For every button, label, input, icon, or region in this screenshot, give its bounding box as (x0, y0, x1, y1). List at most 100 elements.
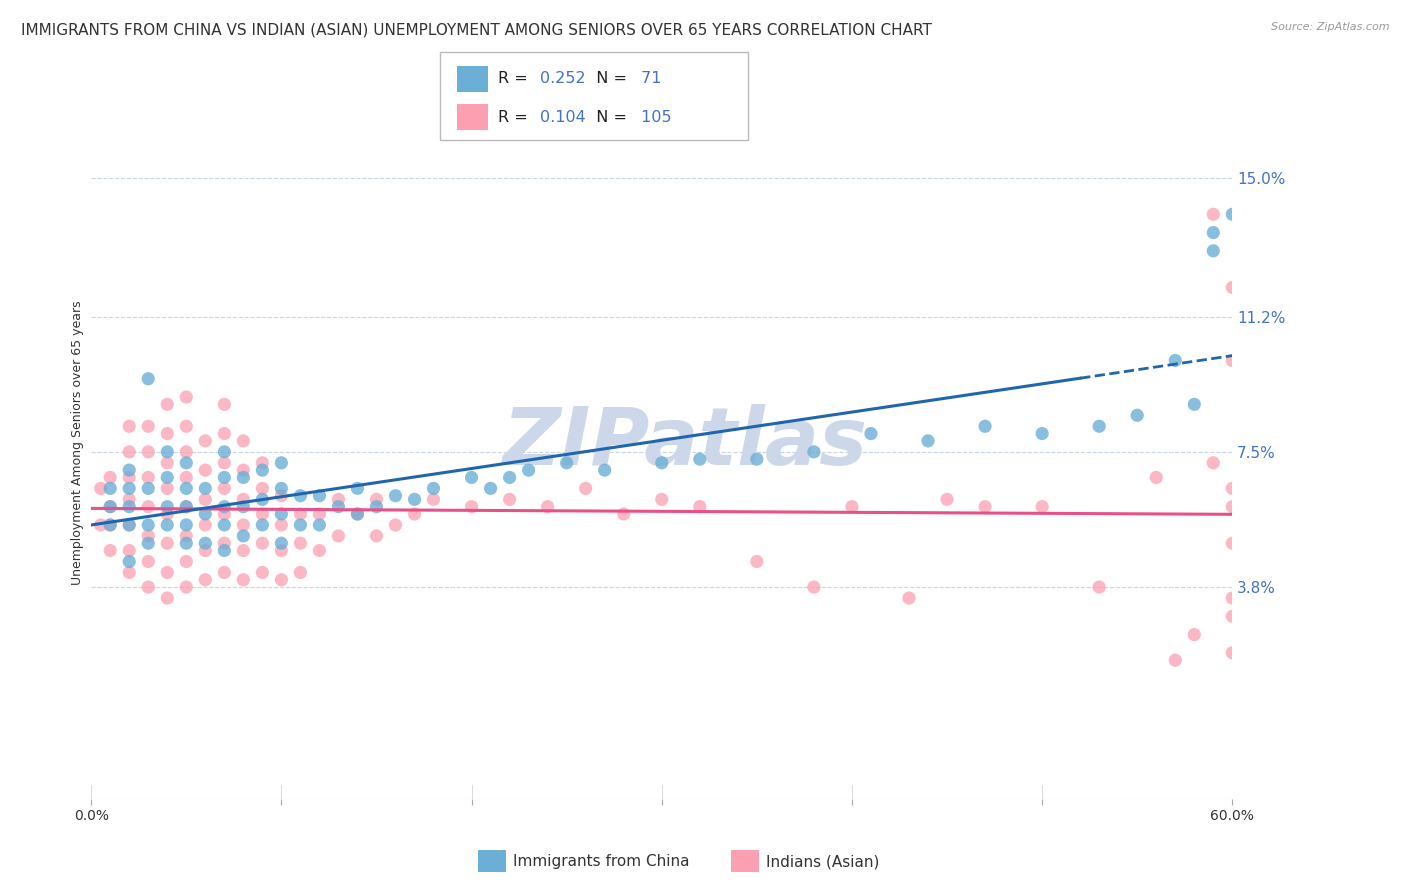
Text: N =: N = (586, 71, 627, 87)
Point (232, 543, 254, 558)
Point (136, 372, 159, 386)
Point (174, 580, 197, 594)
Point (252, 536, 274, 550)
Point (156, 445, 179, 459)
Point (252, 518, 274, 533)
Point (136, 482, 159, 496)
Point (156, 536, 179, 550)
Point (270, 456, 292, 470)
Point (214, 507, 236, 521)
Point (1220, 536, 1243, 550)
Y-axis label: Unemployment Among Seniors over 65 years: Unemployment Among Seniors over 65 years (72, 301, 84, 585)
Point (214, 445, 236, 459)
Point (859, 426, 882, 441)
Text: 105: 105 (636, 110, 671, 125)
Point (384, 518, 406, 533)
Point (1164, 653, 1187, 667)
Point (613, 507, 636, 521)
Point (214, 470, 236, 484)
Point (214, 456, 236, 470)
Point (290, 507, 312, 521)
Point (90, 482, 112, 496)
Point (156, 426, 179, 441)
Point (498, 492, 520, 507)
Text: IMMIGRANTS FROM CHINA VS INDIAN (ASIAN) UNEMPLOYMENT AMONG SENIORS OVER 65 YEARS: IMMIGRANTS FROM CHINA VS INDIAN (ASIAN) … (21, 22, 932, 37)
Point (194, 543, 217, 558)
Point (174, 482, 197, 496)
Point (898, 591, 921, 605)
Point (366, 529, 388, 543)
Point (136, 536, 159, 550)
Point (1182, 397, 1205, 411)
Point (194, 518, 217, 533)
Point (214, 426, 236, 441)
Text: 0.252: 0.252 (540, 71, 585, 87)
Point (745, 452, 768, 467)
Point (194, 573, 217, 587)
Point (194, 482, 217, 496)
Point (118, 518, 141, 533)
Point (575, 482, 598, 496)
Point (651, 456, 673, 470)
Point (404, 492, 426, 507)
Point (1182, 627, 1205, 641)
Point (270, 543, 292, 558)
Point (1164, 353, 1187, 368)
Point (136, 419, 159, 434)
Point (498, 470, 520, 484)
Point (98, 500, 121, 514)
Point (270, 482, 292, 496)
Point (98, 500, 121, 514)
Point (1031, 426, 1053, 441)
Point (98, 470, 121, 484)
Point (290, 566, 312, 580)
Point (1220, 646, 1243, 660)
Point (214, 566, 236, 580)
Point (118, 445, 141, 459)
Point (290, 518, 312, 533)
Point (156, 397, 179, 411)
Point (1202, 207, 1225, 221)
Point (214, 543, 236, 558)
Point (536, 500, 558, 514)
Point (593, 463, 616, 477)
Text: Source: ZipAtlas.com: Source: ZipAtlas.com (1271, 22, 1389, 32)
Point (308, 489, 330, 503)
Point (174, 500, 197, 514)
Point (308, 507, 330, 521)
Point (328, 500, 350, 514)
Point (174, 554, 197, 568)
Point (422, 482, 444, 496)
Point (252, 463, 274, 477)
Point (689, 452, 711, 467)
Point (214, 518, 236, 533)
Point (517, 463, 540, 477)
Point (214, 482, 236, 496)
Point (270, 489, 292, 503)
Point (136, 445, 159, 459)
Point (136, 500, 159, 514)
Text: R =: R = (498, 110, 533, 125)
Point (98, 518, 121, 533)
Point (118, 482, 141, 496)
Point (232, 518, 254, 533)
Point (346, 507, 368, 521)
Point (232, 529, 254, 543)
Point (232, 470, 254, 484)
Text: Indians (Asian): Indians (Asian) (766, 855, 880, 869)
Point (174, 518, 197, 533)
Point (366, 492, 388, 507)
Point (270, 507, 292, 521)
Point (214, 536, 236, 550)
Point (974, 500, 997, 514)
Point (1202, 226, 1225, 240)
Point (346, 507, 368, 521)
Point (803, 445, 825, 459)
Text: N =: N = (586, 110, 627, 125)
Point (118, 463, 141, 477)
Point (366, 500, 388, 514)
Point (651, 492, 673, 507)
Point (308, 543, 330, 558)
Point (118, 419, 141, 434)
Point (232, 492, 254, 507)
